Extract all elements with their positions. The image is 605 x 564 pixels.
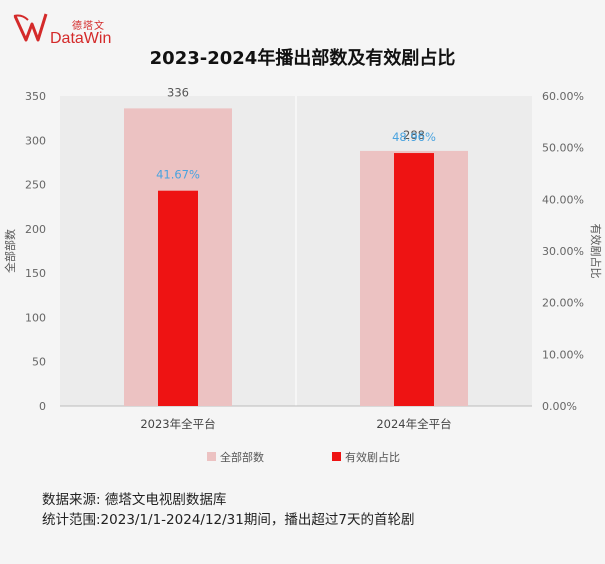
y2-tick-label: 50.00% [542,142,584,155]
footer: 数据来源: 德塔文电视剧数据库 统计范围:2023/1/1-2024/12/31… [42,490,414,530]
x-category-label: 2024年全平台 [376,417,451,431]
logo-chinese-text: 德塔文 [72,21,105,32]
y-tick-label: 250 [25,179,46,192]
y-tick-label: 100 [25,311,46,324]
datawin-logo-icon [13,13,48,42]
logo-english-text: DataWin [50,30,112,47]
total-count-label: 336 [167,85,189,99]
legend-label-total: 全部部数 [220,450,264,464]
effective-ratio-label: 41.67% [156,168,200,182]
y2-tick-label: 10.00% [542,348,584,361]
statistics-scope-note: 统计范围:2023/1/1-2024/12/31期间，播出超过7天的首轮剧 [42,512,415,528]
y2-axis-title: 有效剧占比 [589,224,603,279]
effective-ratio-bar [394,153,434,406]
y2-tick-label: 0.00% [542,400,577,413]
chart-title: 2023-2024年播出部数及有效剧占比 [149,48,456,69]
legend-swatch-ratio [332,452,341,461]
data-source-note: 数据来源: 德塔文电视剧数据库 [42,492,227,508]
y2-tick-label: 40.00% [542,193,584,206]
y2-tick-label: 60.00% [542,90,584,103]
y-tick-label: 150 [25,267,46,280]
y2-tick-label: 20.00% [542,297,584,310]
y2-tick-label: 30.00% [542,245,584,258]
y-tick-label: 300 [25,134,46,147]
effective-ratio-bar [158,190,198,406]
y-tick-label: 200 [25,223,46,236]
y-axis-title: 全部部数 [3,229,17,273]
legend-label-ratio: 有效剧占比 [345,450,400,464]
y-tick-label: 50 [32,356,46,369]
effective-ratio-label: 48.96% [392,130,436,144]
bar-chart: 0 50 100 150 200 250 300 350 0.00% 10.00% 20.00% 30… [3,85,603,464]
legend-swatch-total [207,452,216,461]
total-count-label: 288 [403,128,425,142]
x-category-label: 2023年全平台 [140,417,215,431]
y-tick-label: 0 [39,400,46,413]
logo: 德塔文 DataWin [12,8,122,48]
y-tick-label: 350 [25,90,46,103]
